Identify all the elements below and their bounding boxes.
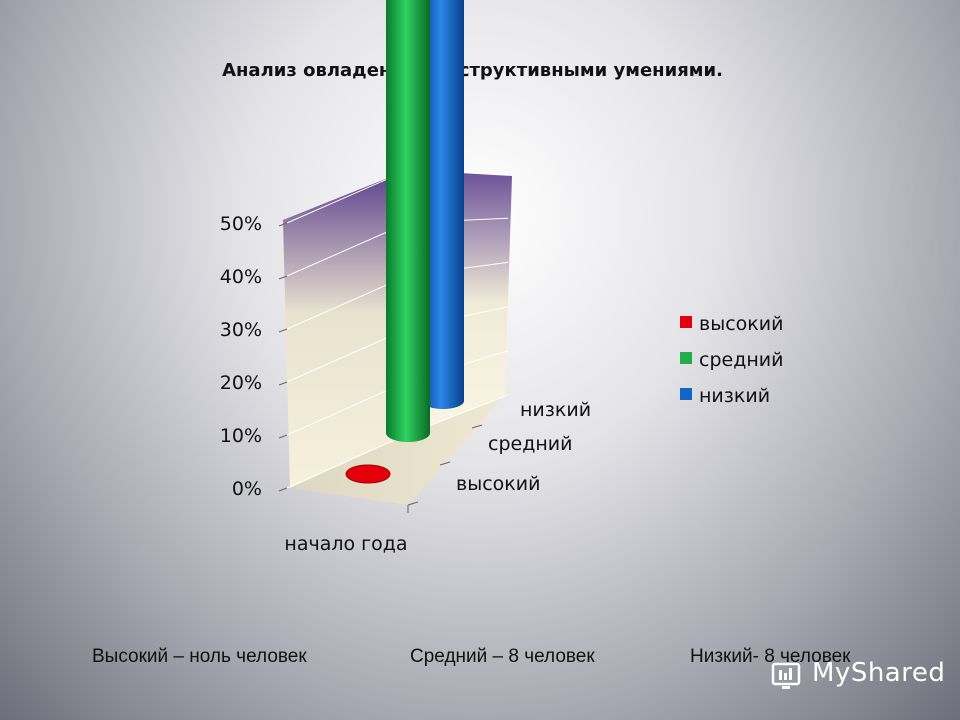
chart-floor	[290, 395, 505, 505]
depth-tick-mark	[407, 501, 419, 506]
gridline	[286, 433, 409, 489]
y-tick-mark	[278, 275, 288, 280]
chart-title: Анализ овладения конструктивными умениям…	[222, 60, 723, 81]
watermark-text: MyShared	[812, 658, 946, 688]
bar-medium	[386, 0, 430, 442]
watermark: MyShared	[770, 656, 950, 696]
chart-back-wall	[283, 170, 408, 488]
legend: высокий средний низкий	[680, 313, 783, 407]
y-tick-mark	[278, 381, 288, 386]
depth-category-label: высокий	[456, 473, 540, 495]
y-tick-mark	[278, 434, 288, 439]
y-tick-mark	[278, 328, 288, 333]
y-tick-label: 20%	[220, 372, 262, 394]
summary-low: Низкий- 8 человек	[690, 646, 851, 667]
y-tick-mark	[278, 487, 288, 492]
y-tick-label: 30%	[220, 319, 262, 341]
summary-medium: Средний – 8 человек	[410, 646, 595, 667]
legend-swatch-low	[680, 388, 692, 400]
legend-label-medium: средний	[699, 349, 783, 371]
y-tick-label: 0%	[232, 478, 262, 500]
depth-tick-mark	[439, 461, 451, 466]
summary-high: Высокий – ноль человек	[92, 646, 307, 667]
legend-label-low: низкий	[699, 385, 770, 407]
bar-low	[422, 0, 464, 409]
legend-swatch-medium	[680, 352, 692, 364]
x-category-label: начало года	[284, 533, 407, 555]
depth-tick-mark	[471, 424, 483, 429]
y-tick-label: 50%	[220, 213, 262, 235]
y-tick-label: 10%	[220, 425, 262, 447]
watermark-icon	[771, 662, 801, 689]
legend-label-high: высокий	[699, 313, 783, 335]
depth-category-label: низкий	[520, 399, 591, 421]
depth-category-label: средний	[488, 433, 572, 455]
bar-high	[345, 464, 391, 484]
y-tick-label: 40%	[220, 266, 262, 288]
y-tick-mark	[278, 222, 288, 227]
legend-swatch-high	[680, 316, 692, 328]
